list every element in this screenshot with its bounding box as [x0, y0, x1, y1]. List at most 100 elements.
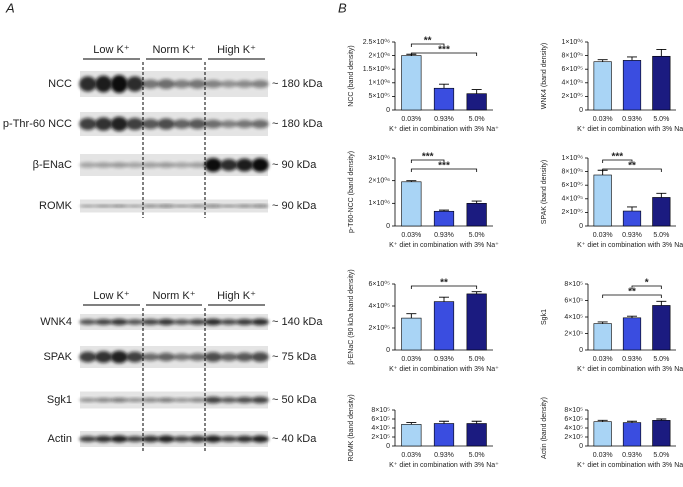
blot-band: [204, 352, 222, 362]
x-tick-label: 5.0%: [653, 356, 669, 363]
blot-band: [251, 435, 269, 443]
significance-label: **: [440, 278, 448, 289]
y-tick-label: 4×10⁰⁵: [562, 79, 584, 87]
bar: [466, 203, 487, 227]
significance-bracket: [631, 285, 662, 289]
blot-band: [188, 397, 207, 403]
error-bar: [439, 296, 449, 302]
significance-label: ***: [438, 161, 450, 172]
blot-size: ~ 90 kDa: [272, 159, 317, 171]
blot-band: [220, 80, 238, 88]
blot-band: [204, 396, 222, 404]
y-tick-label: 2×10⁰⁵: [369, 324, 391, 332]
y-axis-title: Actin (band density): [541, 397, 548, 459]
bar: [652, 420, 671, 447]
blot-band: [173, 162, 191, 168]
y-tick-label: 8×10⁰⁵: [562, 167, 584, 175]
blot-label: WNK4: [40, 316, 72, 328]
error-bar: [406, 313, 417, 319]
y-tick-label: 2×10⁰⁶: [369, 177, 391, 185]
x-tick-label: 0.03%: [593, 356, 613, 363]
blot-band: [188, 79, 207, 89]
blot-band: [110, 350, 128, 364]
blot-band: [141, 79, 160, 89]
x-axis-title: K⁺ diet in combination with 3% Na⁺: [389, 242, 499, 249]
blot-band: [157, 162, 175, 168]
blot-band: [188, 319, 207, 325]
blot-band: [79, 204, 97, 208]
group-label: High K⁺: [217, 290, 256, 302]
blot-band: [204, 435, 222, 443]
y-tick-label: 2.5×10⁰⁶: [363, 38, 390, 46]
y-tick-label: 6×10⁰⁵: [369, 280, 391, 288]
blot-band: [79, 435, 97, 443]
blot-band: [220, 204, 238, 208]
blot-band: [204, 119, 222, 129]
blot-band: [251, 352, 269, 362]
y-axis-title: SPAK (band density): [541, 160, 548, 224]
bar: [466, 423, 487, 447]
bar: [622, 210, 642, 227]
blot-size: ~ 90 kDa: [272, 200, 317, 212]
x-tick-label: 5.0%: [469, 356, 485, 363]
blot-band: [251, 396, 269, 404]
y-tick-label: 0: [579, 443, 583, 450]
error-bar: [656, 418, 667, 421]
blot-band: [141, 397, 160, 403]
bar: [433, 210, 455, 227]
bar: [652, 55, 671, 111]
y-tick-label: 2×10⁵: [564, 330, 583, 337]
significance-label: **: [628, 287, 636, 298]
x-tick-label: 0.93%: [434, 232, 454, 239]
blot-band: [188, 118, 207, 130]
blot-band: [157, 352, 175, 362]
y-axis-title: p-T60-NCC (band density): [348, 151, 355, 233]
x-tick-label: 0.93%: [434, 356, 454, 363]
bar: [593, 323, 612, 351]
x-axis-title: K⁺ diet in combination with 3% Na⁺: [577, 242, 683, 249]
blot-band: [251, 204, 269, 208]
bar: [401, 55, 422, 111]
blot-band: [79, 76, 97, 92]
y-tick-label: 6×10⁵: [371, 416, 390, 423]
x-tick-label: 0.93%: [434, 452, 454, 459]
blot-band: [251, 318, 269, 326]
blot-label: NCC: [48, 78, 72, 90]
blot-band: [126, 398, 144, 402]
y-tick-label: 1×10⁰⁶: [369, 79, 391, 87]
bar: [401, 181, 422, 227]
blot-band: [173, 79, 191, 89]
blot-band: [173, 119, 191, 129]
blot-size: ~ 50 kDa: [272, 394, 317, 406]
blot-band: [126, 162, 144, 168]
blot-band: [173, 319, 191, 325]
blot-band: [110, 397, 128, 403]
error-bar: [471, 291, 482, 294]
blot-band: [220, 120, 238, 128]
blot-band: [235, 204, 254, 208]
x-axis-title: K⁺ diet in combination with 3% Na⁺: [389, 462, 499, 469]
significance-bracket: [602, 159, 633, 163]
error-bar: [406, 422, 417, 425]
significance-bracket: [410, 43, 445, 47]
blot-label: ROMK: [39, 200, 73, 212]
blot-band: [94, 117, 113, 131]
group-label: Low K⁺: [93, 290, 130, 302]
blot-size: ~ 180 kDa: [272, 118, 323, 130]
significance-bracket: [410, 52, 478, 56]
bar: [466, 293, 487, 351]
blot-size: ~ 180 kDa: [272, 78, 323, 90]
panel-label: A: [5, 0, 15, 15]
x-axis-title: K⁺ diet in combination with 3% Na⁺: [577, 462, 683, 469]
x-tick-label: 0.03%: [401, 356, 421, 363]
blot-band: [126, 117, 144, 131]
y-tick-label: 2×10⁵: [371, 434, 390, 441]
blot-band: [126, 319, 144, 325]
blot-band: [204, 79, 222, 89]
error-bar: [439, 209, 449, 212]
y-tick-label: 4×10⁰⁵: [369, 302, 391, 310]
x-tick-label: 5.0%: [653, 116, 669, 123]
y-tick-label: 2×10⁰⁵: [562, 208, 584, 216]
significance-label: ***: [611, 152, 623, 163]
